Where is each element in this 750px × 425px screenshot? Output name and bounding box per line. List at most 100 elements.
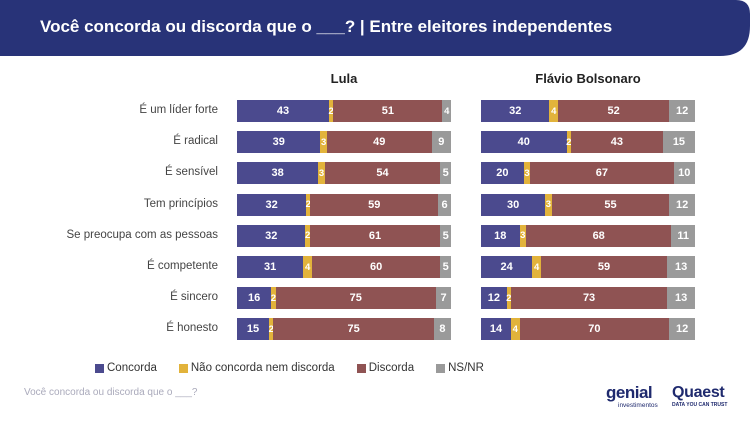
bar-segment-ns-nr: 12 (669, 318, 695, 341)
legend-label: Não concorda nem discorda (190, 362, 335, 374)
legend-swatch-nsnr (436, 363, 446, 373)
bar-segment-concorda: 39 (237, 131, 321, 154)
bar-segment-ns-nr: 5 (440, 256, 451, 278)
bar-segment-discorda: 75 (273, 318, 434, 341)
bar-row-se-preocupa-com-as-pessoas: 18 3 68 11 (481, 224, 695, 247)
row-label-e-um-lider-forte: É um líder forte (139, 104, 218, 116)
bar-row-tem-principios: 30 3 55 12 (481, 193, 695, 216)
bar-segment-concorda: 12 (481, 287, 507, 310)
bar-segment-discorda: 75 (275, 287, 437, 310)
legend-swatch-concorda (95, 363, 104, 373)
bar-segment-nao-concorda-nem-discorda: 2 (271, 287, 276, 310)
legend-label: NS/NR (448, 362, 484, 374)
bar-segment-concorda: 32 (237, 224, 306, 247)
bar-row-e-honesto: 14 4 70 12 (481, 318, 695, 341)
row-label-se-preocupa-com-as-pessoas: Se preocupa com as pessoas (66, 228, 218, 241)
bar-segment-nao-concorda-nem-discorda: 2 (269, 318, 274, 341)
quaest-logo: Quaest DATA YOU CAN TRUST (672, 384, 736, 416)
bar-row-e-um-lider-forte: 43 2 51 4 (237, 100, 451, 122)
quaest-logo-sub: DATA YOU CAN TRUST (672, 402, 728, 408)
panel-title-flavio-bolsonaro: Flávio Bolsonaro (535, 71, 641, 86)
bar-segment-ns-nr: 10 (673, 162, 695, 185)
bar-segment-nao-concorda-nem-discorda: 2 (329, 100, 334, 122)
legend-item-concorda: Concorda (95, 362, 157, 374)
row-label-e-competente: É competente (147, 260, 218, 272)
bar-segment-concorda: 15 (237, 318, 270, 341)
bar-segment-nao-concorda-nem-discorda: 4 (532, 256, 541, 278)
bar-segment-nao-concorda-nem-discorda: 3 (523, 162, 531, 185)
bar-row-e-sensivel: 20 3 67 10 (481, 162, 695, 185)
bar-segment-discorda: 55 (551, 193, 670, 216)
bar-segment-ns-nr: 13 (667, 287, 695, 310)
bar-segment-nao-concorda-nem-discorda: 2 (306, 193, 311, 216)
bar-segment-ns-nr: 5 (440, 224, 451, 247)
row-label-e-radical: É radical (173, 135, 218, 148)
bar-segment-nao-concorda-nem-discorda: 2 (305, 224, 310, 247)
bar-row-e-honesto: 15 2 75 8 (237, 318, 451, 341)
genial-logo-word: genial (606, 383, 653, 402)
bar-row-se-preocupa-com-as-pessoas: 32 2 61 5 (237, 224, 451, 247)
legend-item-nsnr: NS/NR (436, 362, 484, 374)
bar-segment-discorda: 54 (324, 162, 441, 185)
bar-segment-nao-concorda-nem-discorda: 3 (320, 131, 327, 154)
bar-segment-discorda: 61 (309, 224, 441, 247)
genial-logo: genial investimentos (606, 384, 668, 416)
bar-segment-discorda: 52 (558, 100, 670, 122)
bar-segment-nao-concorda-nem-discorda: 4 (510, 318, 520, 341)
bar-row-e-sincero: 12 2 73 13 (481, 287, 695, 310)
bar-segment-ns-nr: 15 (662, 131, 695, 154)
row-label-e-sincero: É sincero (170, 291, 218, 304)
legend-item-discorda: Discorda (356, 362, 414, 374)
bar-segment-nao-concorda-nem-discorda: 4 (549, 100, 559, 122)
legend-item-neutro: Não concorda nem discorda (178, 362, 335, 374)
bar-segment-nao-concorda-nem-discorda: 3 (545, 193, 552, 216)
bar-row-e-competente: 31 4 60 5 (237, 256, 451, 278)
bar-segment-discorda: 49 (326, 131, 432, 154)
bar-segment-ns-nr: 12 (669, 100, 695, 122)
bar-segment-discorda: 68 (525, 224, 672, 247)
footnote: Você concorda ou discorda que o ___? (24, 387, 198, 398)
bar-segment-ns-nr: 9 (431, 131, 451, 154)
bar-segment-nao-concorda-nem-discorda: 4 (303, 256, 312, 278)
bar-segment-nao-concorda-nem-discorda: 2 (566, 131, 571, 154)
bar-segment-concorda: 24 (481, 256, 533, 278)
bar-row-e-sensivel: 38 3 54 5 (237, 162, 451, 185)
bar-segment-ns-nr: 5 (440, 162, 451, 185)
bar-segment-concorda: 18 (481, 224, 520, 247)
bar-row-e-sincero: 16 2 75 7 (237, 287, 451, 310)
bar-segment-discorda: 59 (540, 256, 668, 278)
bar-segment-ns-nr: 7 (436, 287, 451, 310)
bar-segment-ns-nr: 13 (667, 256, 695, 278)
page-title: Você concorda ou discorda que o ___? | E… (40, 17, 613, 36)
bar-segment-ns-nr: 4 (442, 100, 451, 122)
bar-row-tem-principios: 32 2 59 6 (237, 193, 451, 216)
legend-swatch-neutro (178, 363, 188, 373)
chart-legend: Concorda Não concorda nem discorda Disco… (95, 362, 506, 374)
bar-segment-concorda: 14 (481, 318, 511, 341)
bar-segment-nao-concorda-nem-discorda: 2 (506, 287, 511, 310)
bar-segment-concorda: 43 (237, 100, 330, 122)
bar-segment-ns-nr: 6 (438, 193, 451, 216)
row-label-e-honesto: É honesto (166, 322, 218, 335)
bar-segment-concorda: 32 (237, 193, 307, 216)
bar-segment-concorda: 38 (237, 162, 319, 185)
bar-segment-concorda: 40 (481, 131, 567, 154)
bar-segment-concorda: 16 (237, 287, 272, 310)
bar-segment-ns-nr: 11 (671, 224, 695, 247)
bar-segment-ns-nr: 12 (669, 193, 695, 216)
bar-segment-concorda: 32 (481, 100, 550, 122)
bar-segment-discorda: 67 (530, 162, 674, 185)
legend-label: Concorda (107, 362, 157, 374)
bar-segment-discorda: 73 (510, 287, 668, 310)
bar-segment-concorda: 20 (481, 162, 524, 185)
bar-row-e-radical: 39 3 49 9 (237, 131, 451, 154)
bar-segment-discorda: 59 (310, 193, 439, 216)
bar-segment-concorda: 30 (481, 193, 546, 216)
bar-segment-concorda: 31 (237, 256, 304, 278)
bar-segment-ns-nr: 8 (433, 318, 451, 341)
genial-logo-sub: investimentos (618, 402, 658, 409)
legend-swatch-discorda (356, 363, 366, 373)
bar-segment-nao-concorda-nem-discorda: 3 (318, 162, 325, 185)
header-background (0, 0, 750, 56)
bar-segment-nao-concorda-nem-discorda: 3 (519, 224, 526, 247)
